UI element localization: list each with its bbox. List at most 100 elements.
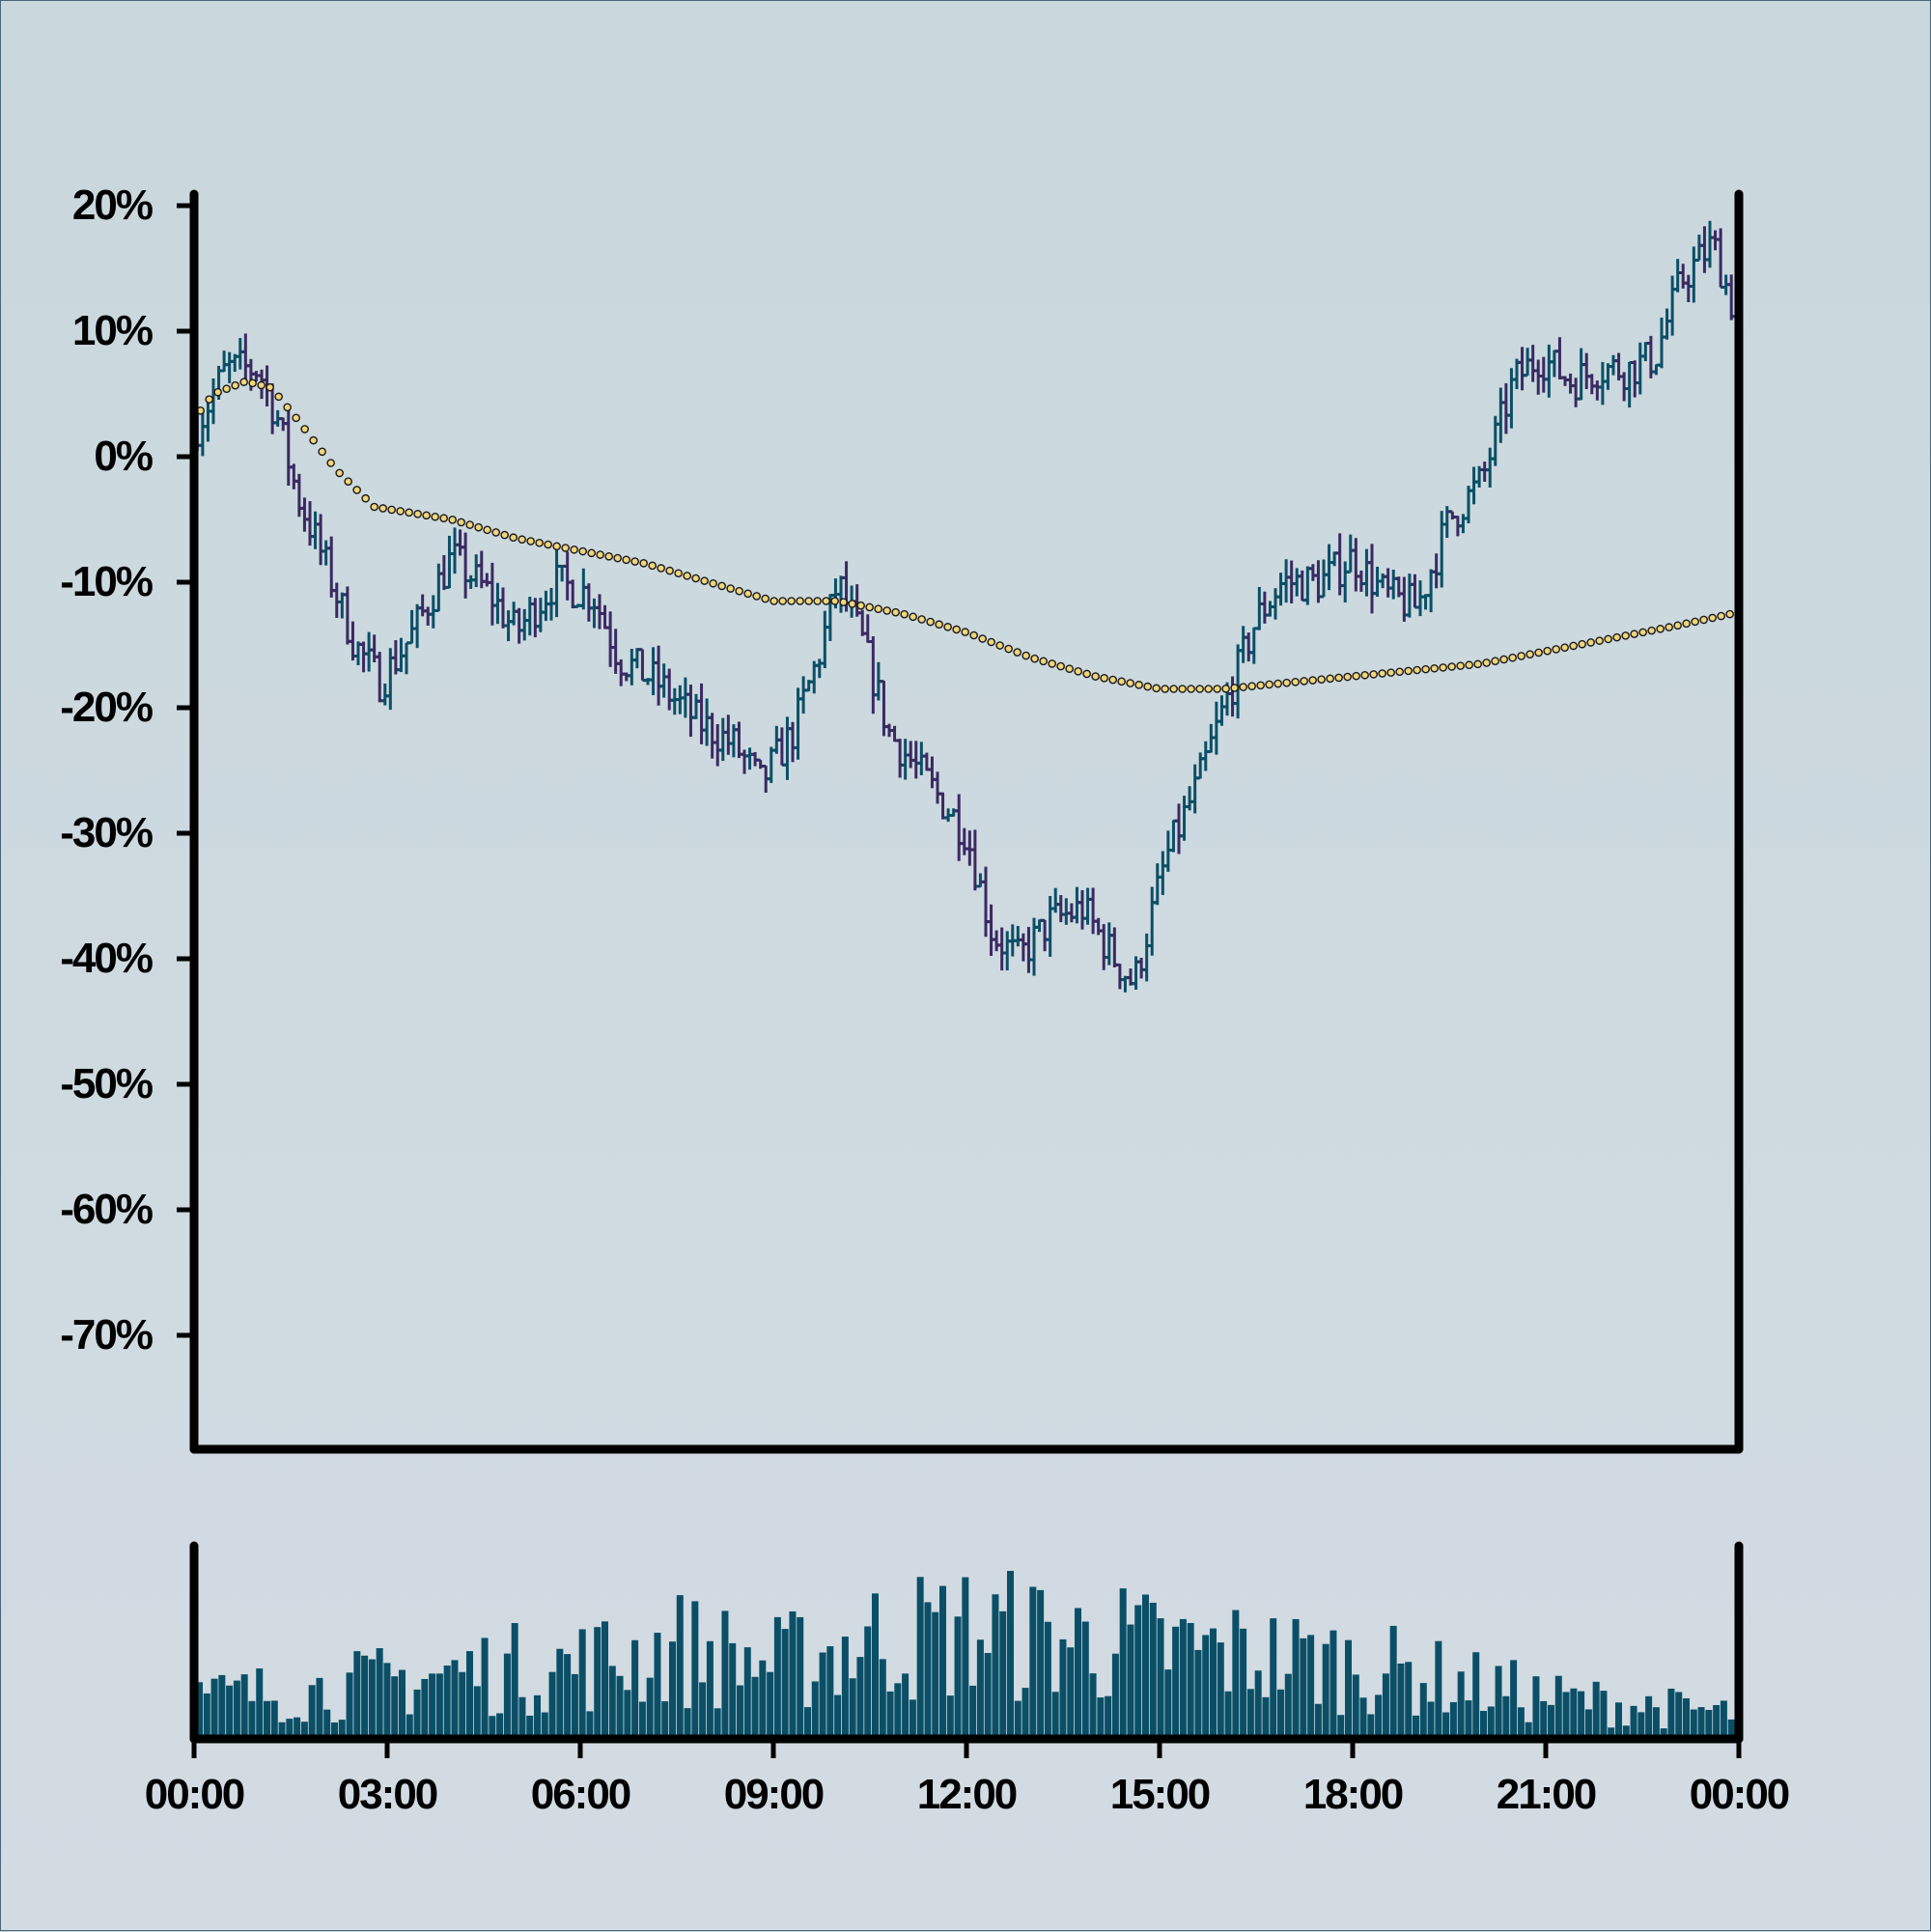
price-bar-series (193, 220, 1741, 993)
ohlc-bar (563, 551, 572, 601)
ohlc-bar (799, 676, 808, 714)
ohlc-bar (1582, 352, 1591, 389)
ohlc-bar (970, 829, 979, 891)
moving-average-point (787, 597, 796, 605)
ohlc-bar (1287, 560, 1296, 603)
moving-average-point (1682, 619, 1691, 629)
moving-average-point (1291, 677, 1300, 686)
moving-average-point (830, 597, 839, 605)
ohlc-bar (413, 603, 422, 649)
ohlc-bar (638, 648, 647, 683)
volume-bar (1645, 1695, 1653, 1739)
volume-bar (886, 1691, 894, 1739)
moving-average-point (1056, 661, 1065, 671)
ohlc-bar (403, 641, 410, 675)
x-tick-label: 00:00 (145, 1771, 244, 1818)
volume-bar (1232, 1610, 1240, 1739)
ohlc-bar (1690, 246, 1698, 303)
moving-average-point (1491, 657, 1499, 666)
moving-average-point (961, 628, 969, 636)
moving-average-point (239, 378, 248, 386)
moving-average-point (1213, 685, 1221, 693)
moving-average-point (526, 537, 535, 546)
moving-average-point (1326, 674, 1334, 684)
volume-bar (1389, 1625, 1397, 1739)
volume-bar (1352, 1674, 1359, 1739)
volume-bar (811, 1681, 819, 1739)
ohlc-bar (376, 652, 384, 703)
x-tick-label: 12:00 (917, 1771, 1017, 1818)
ohlc-bar (241, 333, 250, 384)
volume-bar (548, 1671, 556, 1739)
moving-average-point (361, 493, 370, 503)
moving-average-point (1021, 651, 1030, 660)
ohlc-bar (338, 592, 347, 619)
moving-average-point (1187, 685, 1195, 693)
ohlc-bar (1501, 382, 1510, 434)
volume-bar (1284, 1673, 1292, 1739)
ohlc-bar (434, 563, 443, 612)
volume-bar (1007, 1570, 1014, 1739)
moving-average-point (1195, 685, 1204, 693)
moving-average-point (378, 504, 387, 513)
moving-average-point (1352, 671, 1360, 681)
ohlc-bar (536, 598, 545, 632)
moving-average-point (491, 528, 500, 537)
ohlc-bar (934, 771, 941, 804)
volume-bar (691, 1601, 699, 1739)
ohlc-bar (1694, 235, 1703, 262)
moving-average-point (691, 574, 700, 583)
moving-average-point (587, 548, 596, 558)
moving-average-point (1517, 652, 1525, 660)
ohlc-bar (1507, 368, 1516, 429)
moving-average-point (700, 576, 709, 585)
axes (177, 189, 1744, 1758)
volume-bar (856, 1657, 864, 1739)
ohlc-bar (1700, 226, 1709, 273)
ohlc-bar (1566, 373, 1575, 394)
ohlc-bar (569, 579, 577, 609)
volume-bar (1382, 1673, 1389, 1739)
volume-bar (1690, 1709, 1697, 1739)
volume-bar (1240, 1628, 1247, 1739)
ohlc-bar (290, 463, 298, 490)
ohlc-bar (611, 629, 620, 674)
volume-bar (751, 1676, 759, 1739)
volume-bar (308, 1685, 316, 1739)
volume-bar (1067, 1647, 1075, 1739)
moving-average-point (274, 392, 283, 402)
volume-bar (804, 1707, 811, 1739)
volume-bar (270, 1700, 278, 1739)
ohlc-bar (606, 611, 615, 667)
moving-average-point (248, 378, 257, 388)
volume-bar (534, 1694, 541, 1739)
ohlc-bar (815, 658, 824, 679)
ohlc-bar (767, 746, 775, 784)
ohlc-bar (718, 717, 727, 762)
volume-bar (737, 1685, 743, 1739)
moving-average-point (1204, 685, 1213, 693)
ohlc-bar (525, 596, 534, 636)
moving-average-point (552, 542, 561, 551)
volume-bar (511, 1623, 518, 1739)
volume-bar (1081, 1621, 1089, 1739)
ohlc-bar (1272, 588, 1279, 620)
moving-average-point (1300, 677, 1308, 686)
volume-bar (1570, 1688, 1578, 1739)
volume-bar (954, 1616, 962, 1739)
volume-bar (578, 1629, 586, 1739)
volume-bar (1037, 1589, 1045, 1739)
ohlc-bar (322, 540, 330, 566)
volume-bar (1300, 1638, 1307, 1739)
ohlc-bar (407, 609, 416, 645)
moving-average-point (1273, 679, 1282, 688)
moving-average-point (1230, 684, 1239, 692)
ohlc-bar (225, 351, 234, 383)
volume-bar (526, 1715, 534, 1739)
moving-average-point (465, 520, 474, 529)
volume-bar (518, 1696, 526, 1739)
ohlc-bar (1663, 308, 1671, 340)
ohlc-bar (708, 713, 716, 759)
ohlc-bar (1014, 926, 1022, 947)
volume-bar (1442, 1712, 1450, 1739)
